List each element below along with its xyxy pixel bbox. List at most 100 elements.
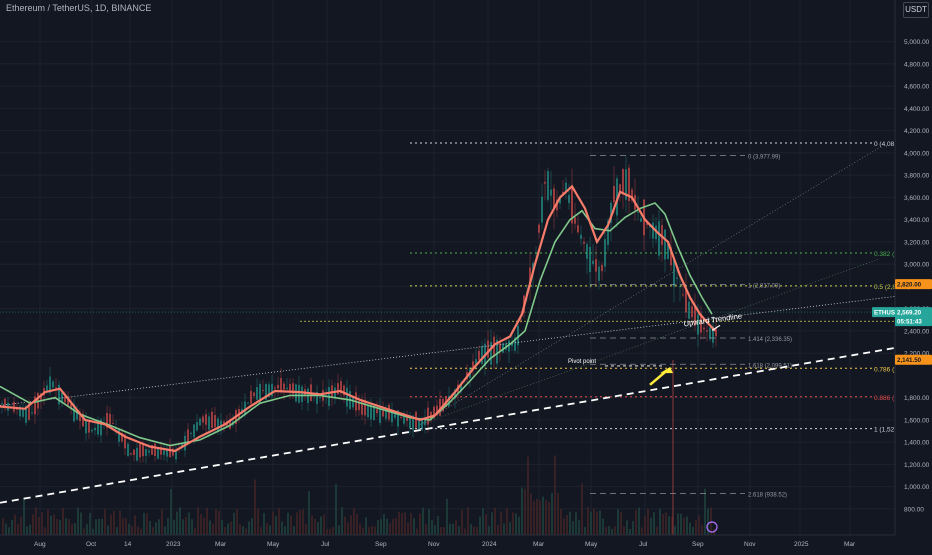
candle-body xyxy=(106,412,108,428)
candle-body xyxy=(265,383,267,400)
volume-bar xyxy=(440,526,442,535)
candle-body xyxy=(94,427,96,431)
price-tag-label: 2,569.20 xyxy=(897,310,922,317)
candle-body xyxy=(619,184,621,191)
candle-body xyxy=(487,340,489,358)
candle-body xyxy=(55,387,57,389)
volume-bar xyxy=(26,526,28,535)
candle-body xyxy=(148,450,150,453)
candle-body xyxy=(544,181,546,184)
fib-right-label: 0 (4,089.32) xyxy=(874,141,909,148)
candle-body xyxy=(286,387,288,389)
volume-bar xyxy=(341,507,343,535)
volume-bar xyxy=(353,508,355,535)
candle-body xyxy=(562,191,564,194)
y-tick-label: 4,000.00 xyxy=(904,150,930,157)
candle-body xyxy=(163,450,165,455)
candle-body xyxy=(610,202,612,224)
candle-body xyxy=(91,429,93,432)
currency-button[interactable]: USDT xyxy=(903,2,929,18)
price-axis-panel xyxy=(895,0,932,550)
volume-bar xyxy=(287,512,289,535)
volume-bar xyxy=(620,512,622,535)
volume-bar xyxy=(371,525,373,535)
volume-bar xyxy=(527,456,529,535)
volume-bar xyxy=(668,516,670,535)
candle-body xyxy=(268,384,270,397)
volume-bar xyxy=(644,516,646,535)
volume-bar xyxy=(83,528,85,535)
volume-bar xyxy=(578,520,580,535)
candle-body xyxy=(646,222,648,226)
candle-body xyxy=(4,398,6,409)
volume-bar xyxy=(116,527,118,535)
volume-bar xyxy=(674,525,676,535)
y-tick-label: 5,000.00 xyxy=(904,39,930,46)
volume-bar xyxy=(56,519,58,535)
volume-bar xyxy=(641,527,643,535)
volume-bar xyxy=(329,528,331,535)
candle-body xyxy=(601,264,603,272)
candle-body xyxy=(283,383,285,390)
y-tick-label: 4,600.00 xyxy=(904,84,930,91)
y-tick-label: 3,600.00 xyxy=(904,195,930,202)
volume-bar xyxy=(266,522,268,535)
volume-bar xyxy=(158,519,160,535)
candle-body xyxy=(253,392,255,397)
x-tick-label: Oct xyxy=(86,541,96,548)
volume-bar xyxy=(542,496,544,535)
volume-bar xyxy=(254,479,256,535)
candle-body xyxy=(613,185,615,203)
candle-body xyxy=(271,383,273,397)
volume-bar xyxy=(218,510,220,535)
volume-bar xyxy=(326,528,328,535)
volume-bar xyxy=(221,519,223,535)
candle-body xyxy=(691,306,693,318)
volume-bar xyxy=(110,514,112,535)
candle-body xyxy=(640,218,642,222)
volume-bar xyxy=(566,514,568,535)
candle-body xyxy=(565,182,567,193)
volume-bar xyxy=(392,518,394,535)
volume-bar xyxy=(632,521,634,535)
candle-body xyxy=(529,267,531,288)
volume-bar xyxy=(176,511,178,535)
volume-bar xyxy=(665,512,667,535)
x-tick-label: Nov xyxy=(744,541,756,548)
volume-bar xyxy=(461,509,463,535)
ema-slow-line xyxy=(0,202,713,447)
volume-bar xyxy=(476,526,478,535)
candle-body xyxy=(394,414,396,418)
volume-bar xyxy=(299,509,301,535)
candle-body xyxy=(676,277,678,279)
candle-body xyxy=(229,419,231,429)
candle-body xyxy=(583,241,585,244)
candle-body xyxy=(607,220,609,245)
volume-bar xyxy=(146,513,148,535)
candle-body xyxy=(196,422,198,431)
volume-bar xyxy=(50,515,52,535)
volume-bar xyxy=(431,519,433,535)
volume-bar xyxy=(443,527,445,535)
volume-bar xyxy=(464,528,466,535)
volume-bar xyxy=(212,523,214,535)
candle-body xyxy=(703,327,705,330)
volume-bar xyxy=(284,526,286,535)
volume-bar xyxy=(68,519,70,535)
volume-bar xyxy=(359,523,361,535)
candle-body xyxy=(193,424,195,438)
volume-bar xyxy=(638,507,640,535)
candle-body xyxy=(553,188,555,210)
volume-bar xyxy=(5,523,7,535)
volume-bar xyxy=(434,525,436,535)
volume-bar xyxy=(593,508,595,535)
candle-body xyxy=(475,359,477,366)
symbol-title[interactable]: Ethereum / TetherUS, 1D, BINANCE xyxy=(6,3,152,13)
volume-bar xyxy=(104,509,106,535)
candle-body xyxy=(658,221,660,256)
candle-body xyxy=(73,404,75,422)
candle-body xyxy=(100,419,102,436)
volume-bar xyxy=(608,526,610,535)
